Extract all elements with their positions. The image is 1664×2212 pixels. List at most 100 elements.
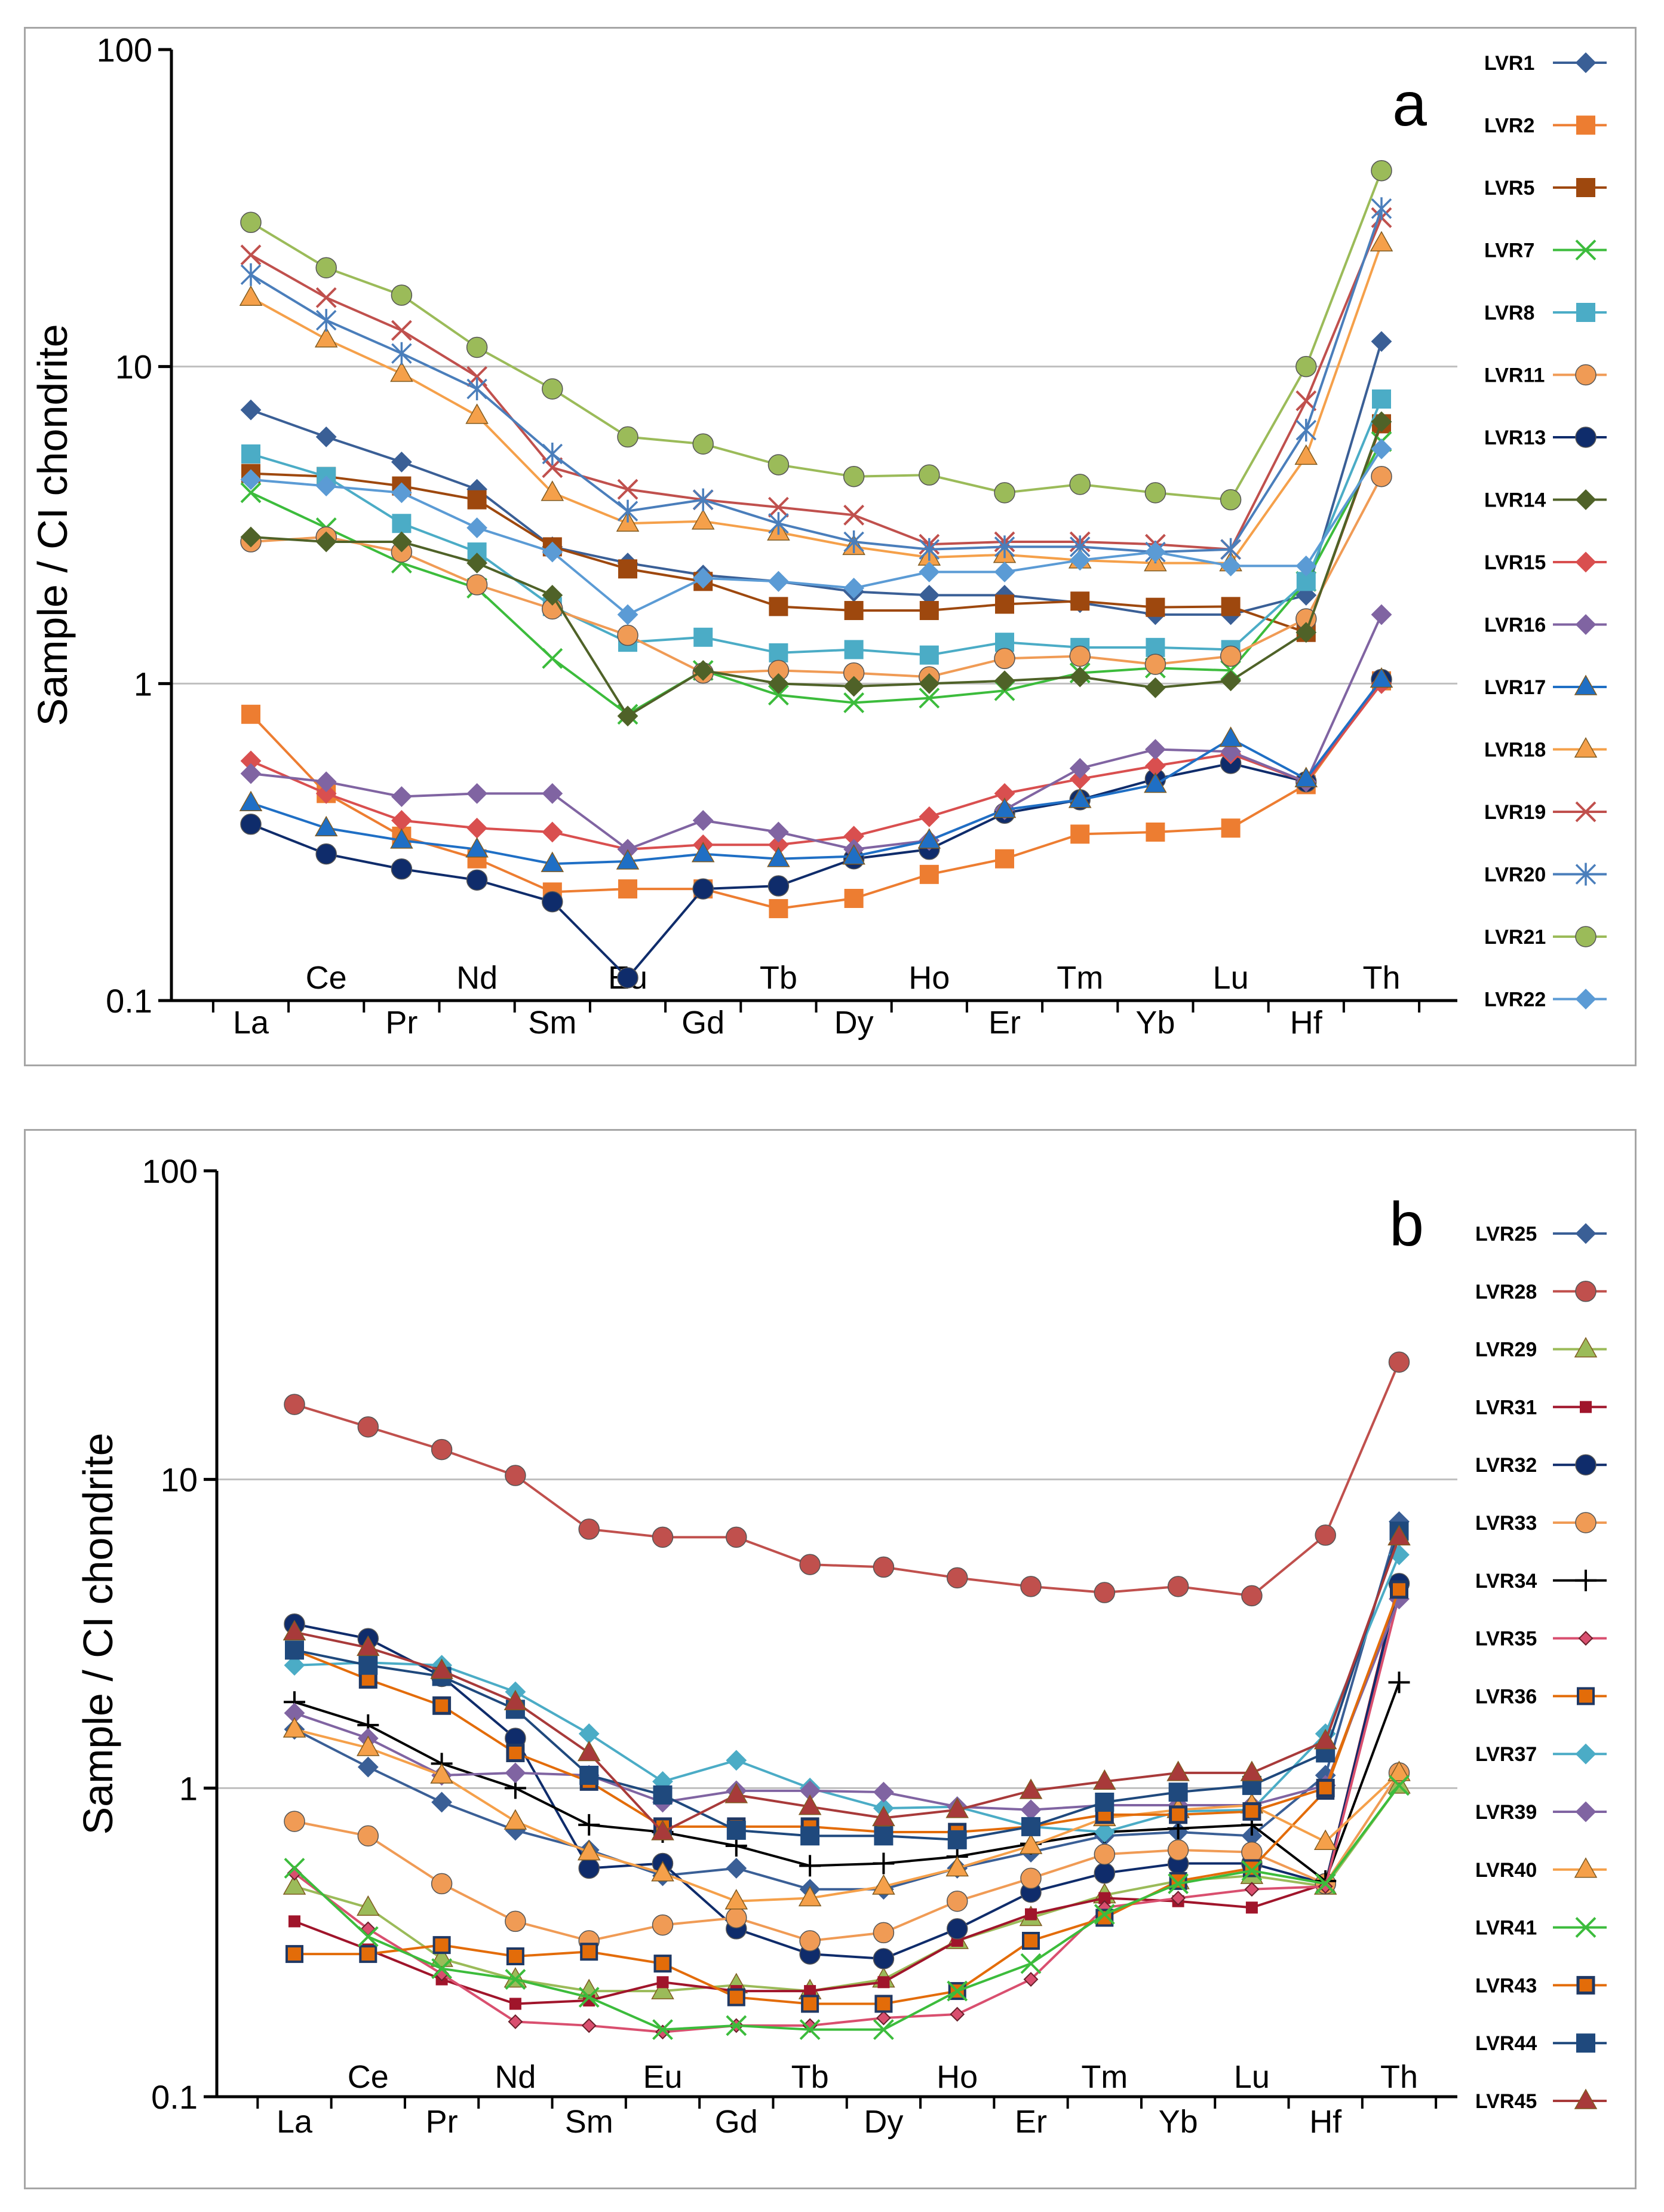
point-LVR43-Nd [506, 1743, 525, 1762]
point-LVR45-Eu [651, 1820, 674, 1840]
point-LVR14-Sm [542, 584, 563, 606]
legend-marker-LVR41 [1575, 1917, 1597, 1938]
point-LVR25-Ce [357, 1756, 379, 1778]
point-LVR28-Yb [1167, 1576, 1189, 1597]
series-LVR32 [284, 1573, 1410, 1969]
point-LVR33-Er [1020, 1867, 1042, 1889]
legend-marker-LVR14 [1575, 489, 1597, 510]
point-LVR20-Gd [692, 488, 714, 511]
point-LVR5-Nd [467, 490, 487, 510]
legend-label-LVR39: LVR39 [1475, 1801, 1537, 1824]
x-label-Dy: Dy [864, 2104, 903, 2140]
point-LVR14-Nd [466, 553, 488, 573]
point-LVR40-Pr [430, 1763, 453, 1784]
legend-marker-LVR35 [1578, 1631, 1594, 1646]
point-LVR5-Tb [769, 597, 788, 616]
point-LVR28-Dy [873, 1556, 895, 1578]
point-LVR40-Er [1019, 1833, 1043, 1854]
series-line-LVR32 [294, 1583, 1401, 1960]
point-LVR13-Eu [617, 967, 638, 989]
point-LVR41-Th [1389, 1775, 1410, 1796]
point-LVR21-La [240, 211, 262, 234]
point-LVR36-Nd [506, 1947, 524, 1965]
series-LVR45 [283, 1524, 1411, 1840]
legend-marker-LVR17 [1574, 674, 1598, 695]
series-LVR21 [240, 159, 1392, 511]
point-LVR45-Er [1019, 1778, 1043, 1799]
x-label-Yb: Yb [1135, 1005, 1175, 1041]
point-LVR31-Tm [1098, 1892, 1111, 1904]
legend-label-LVR31: LVR31 [1475, 1396, 1537, 1419]
point-LVR7-La [240, 482, 262, 504]
legend-marker-LVR21 [1575, 926, 1597, 947]
point-LVR20-Pr [391, 342, 412, 365]
point-LVR28-La [284, 1394, 305, 1415]
point-LVR34-Tb [799, 1855, 821, 1877]
point-LVR21-Tb [767, 454, 790, 475]
point-LVR8-Th [1372, 389, 1391, 409]
point-LVR5-Ho [919, 601, 939, 621]
legend-label-LVR21: LVR21 [1484, 926, 1546, 949]
legend-label-LVR28: LVR28 [1475, 1281, 1537, 1303]
point-LVR45-Th [1387, 1524, 1411, 1546]
legend-label-LVR13: LVR13 [1484, 427, 1546, 449]
point-LVR8-La [241, 444, 260, 464]
x-label-Th: Th [1362, 960, 1400, 996]
point-LVR16-Tb [767, 821, 789, 843]
series-LVR18 [239, 231, 1393, 572]
legend-label-LVR36: LVR36 [1475, 1685, 1537, 1708]
point-LVR28-Pr [431, 1438, 453, 1461]
legend-label-LVR17: LVR17 [1484, 676, 1546, 699]
x-label-Lu: Lu [1234, 2059, 1270, 2095]
series-line-LVR14 [250, 421, 1383, 718]
point-LVR11-Th [1371, 465, 1392, 487]
series-line-LVR22 [250, 448, 1383, 616]
point-LVR15-Ho [919, 806, 940, 827]
point-LVR40-Hf [1313, 1829, 1337, 1850]
point-LVR33-Nd [505, 1910, 526, 1932]
legend-marker-LVR15 [1575, 551, 1597, 573]
legend-marker-LVR34 [1575, 1569, 1597, 1591]
legend-label-LVR20: LVR20 [1484, 864, 1546, 886]
point-LVR20-La [240, 263, 262, 286]
point-LVR45-Nd [504, 1689, 527, 1711]
series-line-LVR37 [294, 1554, 1401, 1834]
point-LVR1-Pr [391, 451, 412, 473]
point-LVR25-Pr [431, 1791, 453, 1813]
x-label-Tm: Tm [1081, 2059, 1128, 2095]
point-LVR17-Pr [390, 828, 413, 849]
point-LVR33-Tm [1094, 1843, 1116, 1865]
series-LVR39 [284, 1588, 1410, 1821]
point-LVR35-Sm [581, 2018, 597, 2033]
legend-marker-LVR25 [1575, 1223, 1597, 1244]
series-line-LVR25 [294, 1521, 1401, 1891]
series-LVR43 [285, 1580, 1408, 1842]
point-LVR43-Lu [1242, 1802, 1261, 1821]
point-LVR21-Dy [843, 465, 865, 487]
point-LVR11-Er [994, 648, 1015, 670]
point-LVR17-Dy [842, 844, 865, 865]
point-LVR28-Th [1388, 1351, 1410, 1373]
series-line-LVR18 [250, 243, 1383, 564]
point-LVR40-Th [1387, 1760, 1411, 1781]
legend-label-LVR5: LVR5 [1484, 177, 1534, 200]
point-LVR37-Tm [1094, 1821, 1115, 1843]
legend-label-LVR11: LVR11 [1484, 364, 1545, 387]
point-LVR17-Lu [1219, 726, 1242, 747]
series-line-LVR40 [294, 1728, 1400, 1903]
legend-marker-LVR20 [1575, 863, 1597, 886]
point-LVR22-Ho [919, 562, 940, 582]
point-LVR11-Eu [617, 624, 638, 646]
x-label-Yb: Yb [1159, 2104, 1198, 2140]
legend-label-LVR16: LVR16 [1484, 614, 1546, 637]
point-LVR16-Yb [1144, 739, 1166, 760]
point-LVR31-Eu [656, 1976, 669, 1989]
point-LVR28-Nd [505, 1465, 526, 1486]
point-LVR41-Ho [947, 1980, 968, 2002]
y-axis-label: Sample / CI chondrite [29, 324, 76, 726]
point-LVR14-Th [1371, 411, 1392, 432]
point-LVR21-Tm [1069, 474, 1091, 495]
series-line-LVR33 [294, 1772, 1401, 1943]
point-LVR19-Pr [391, 320, 412, 341]
y-tick-label: 10 [115, 348, 152, 386]
